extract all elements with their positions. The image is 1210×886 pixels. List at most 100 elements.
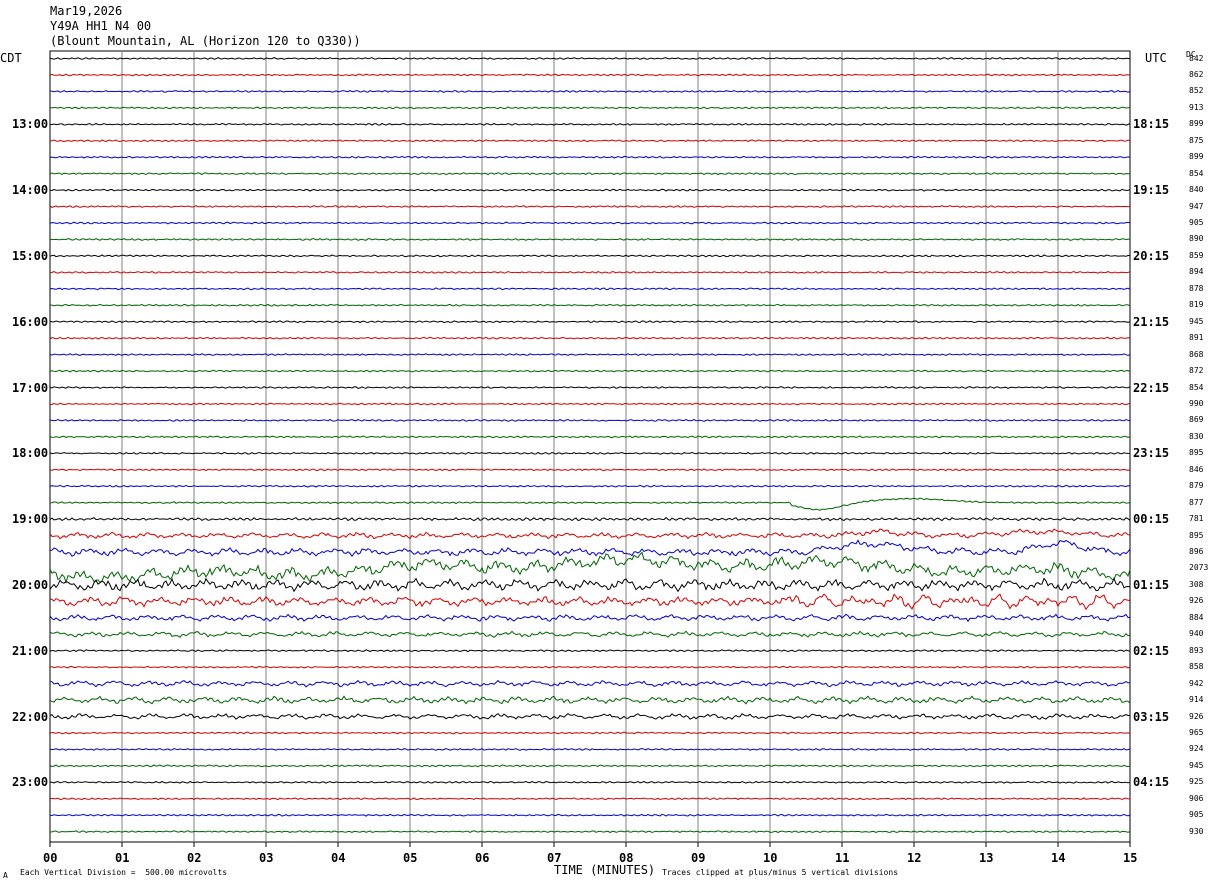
dc-offset-value: 308 [1189,579,1204,589]
seismic-trace [49,270,1131,274]
seismic-trace [49,303,1131,307]
dc-offset-value: 905 [1189,218,1204,227]
dc-offset-value: 872 [1189,366,1204,376]
dc-offset-value: 905 [1189,810,1204,820]
dc-offset-value: 819 [1189,300,1204,310]
x-axis-title: TIME (MINUTES) [554,863,656,877]
utc-time-label: 00:15 [1133,512,1170,527]
seismic-trace [49,89,1131,93]
seismic-trace [49,386,1131,389]
dc-offset-value: 924 [1189,744,1204,754]
cdt-time-label: 23:00 [12,775,49,790]
seismic-trace [49,172,1131,176]
dc-offset-value: 2073 [1189,563,1209,573]
seismic-trace [49,238,1131,241]
dc-offset-value: 925 [1189,777,1204,787]
dc-offset-value: 858 [1189,662,1204,672]
dc-offset-value: 869 [1189,415,1204,425]
utc-time-label: 22:15 [1133,380,1170,395]
x-tick-label: 04 [331,851,346,865]
seismic-trace [49,780,1131,784]
utc-time-label: 19:15 [1133,183,1170,198]
time-grid [49,50,1131,843]
seismic-trace [49,593,1131,611]
seismic-trace [49,369,1131,373]
dc-offset-value: 854 [1189,382,1204,392]
dc-offset-value: 913 [1189,102,1204,112]
dc-offset-value: 947 [1189,201,1204,211]
cdt-time-label: 15:00 [12,248,49,263]
dc-offset-value: 895 [1189,530,1204,540]
seismic-trace [49,539,1131,558]
dc-offset-value: 899 [1189,119,1204,129]
cdt-time-label: 22:00 [12,709,49,724]
dc-offset-value: 926 [1189,711,1204,721]
seismic-trace [49,551,1131,584]
x-tick-label: 00 [43,851,58,865]
seismic-trace [50,402,1131,406]
dc-offset-value: 945 [1189,316,1204,326]
seismic-trace [49,577,1131,593]
dc-offset-value: 846 [1189,464,1204,474]
seismic-trace [49,665,1131,669]
x-tick-label: 11 [835,851,850,865]
cdt-time-label: 20:00 [12,577,49,592]
seismic-trace [49,451,1131,455]
utc-time-label: 23:15 [1133,446,1170,461]
plot-date: Mar19,2026 [50,4,123,18]
utc-time-label: 04:15 [1133,775,1170,790]
seismic-trace [49,731,1131,735]
seismic-trace [49,254,1131,258]
dc-offset-value: 940 [1189,629,1204,639]
utc-time-label: 20:15 [1133,248,1170,263]
seismic-trace [49,797,1130,801]
seismic-trace [49,287,1131,291]
cdt-time-label: 16:00 [12,314,49,329]
seismic-trace [49,747,1131,751]
seismic-trace [49,497,1131,511]
dc-offset-value: 926 [1189,596,1204,606]
seismic-trace [49,336,1131,340]
seismic-trace [49,435,1131,439]
cdt-time-label: 18:00 [12,446,49,461]
dc-offset-value: 945 [1189,760,1204,770]
seismic-trace [49,139,1131,143]
seismic-trace [49,813,1131,817]
x-tick-label: 15 [1123,851,1138,865]
seismic-trace [49,630,1131,638]
x-tick-label: 08 [619,851,634,865]
dc-offset-value: 879 [1189,481,1204,491]
seismic-trace [49,468,1131,472]
x-tick-label: 09 [691,851,706,865]
station-code: Y49A HH1 N4 00 [50,19,152,33]
dc-offset-value: 877 [1189,497,1204,507]
x-tick-label: 12 [907,851,922,865]
dc-offset-value: 899 [1189,152,1204,162]
cdt-time-label: 13:00 [12,117,49,132]
seismic-trace [49,57,1131,60]
seismic-trace [49,764,1131,768]
seismic-trace [49,484,1131,488]
dc-offset-value: 891 [1189,333,1204,343]
dc-offset-value: 894 [1189,267,1204,277]
dc-offset-value: 893 [1189,645,1204,655]
x-tick-label: 07 [547,851,562,865]
seismic-trace [49,205,1131,208]
dc-offset-value: 914 [1189,695,1204,705]
dc-offset-value: 840 [1189,185,1204,195]
seismic-trace [49,649,1131,653]
clip-note: Traces clipped at plus/minus 5 vertical … [662,868,899,877]
utc-time-label: 18:15 [1133,117,1170,132]
cdt-time-label: 19:00 [12,512,49,527]
utc-time-label: 01:15 [1133,577,1170,592]
utc-time-label: 21:15 [1133,314,1170,329]
seismic-trace [49,122,1131,126]
seismic-trace [50,679,1131,688]
seismic-trace [49,516,1131,522]
dc-offset-value: 830 [1189,431,1204,441]
left-timezone-label: CDT [0,51,22,65]
dc-offset-value: 862 [1189,69,1204,79]
dc-offset-value: 781 [1189,514,1204,524]
seismic-trace [49,353,1131,356]
